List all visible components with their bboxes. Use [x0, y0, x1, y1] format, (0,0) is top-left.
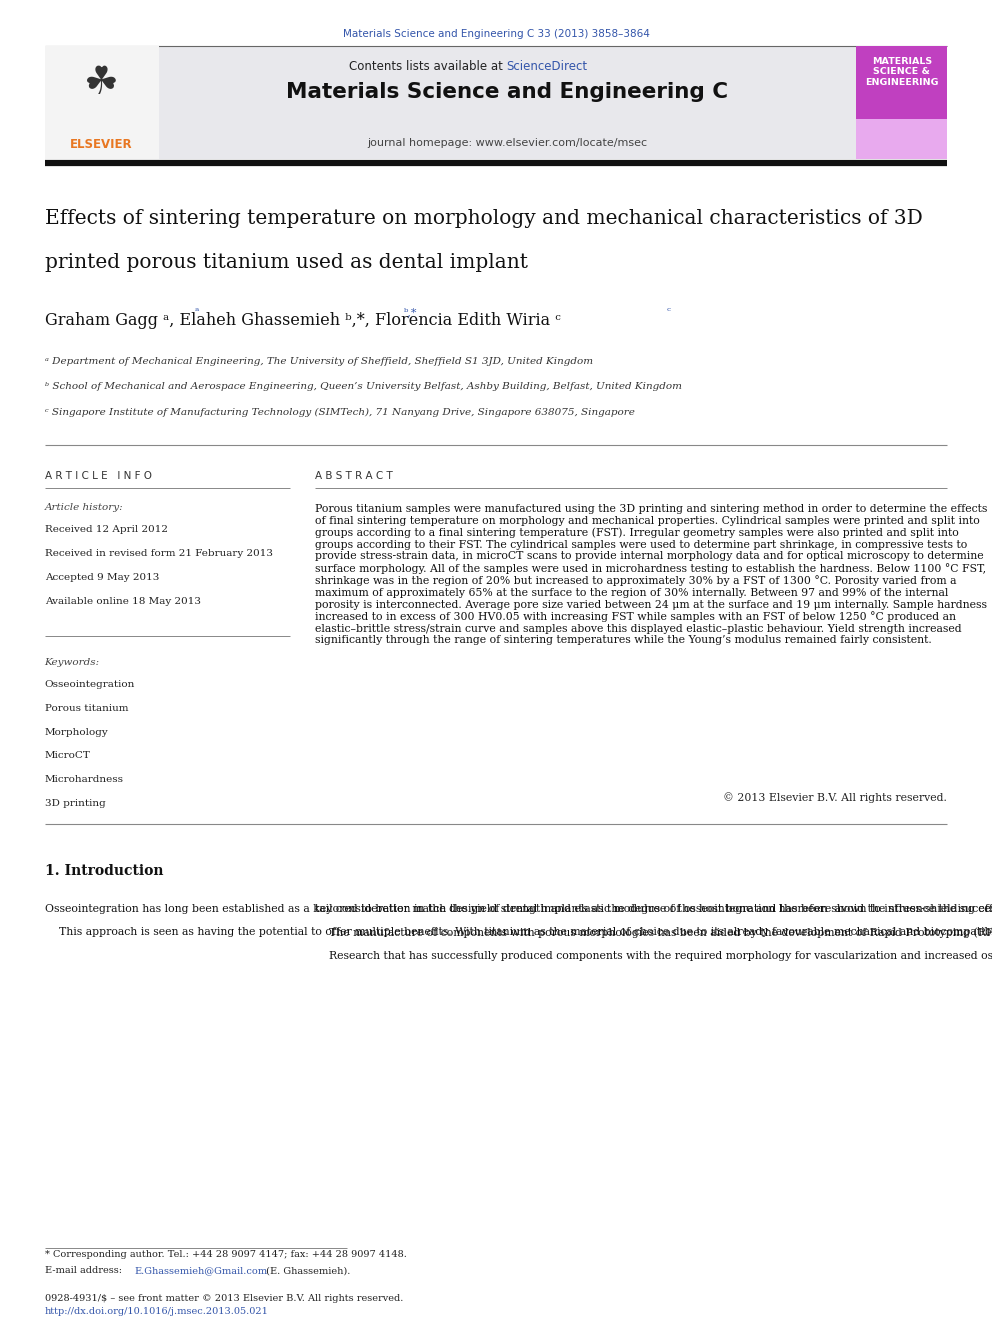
Text: ᶜ Singapore Institute of Manufacturing Technology (SIMTech), 71 Nanyang Drive, S: ᶜ Singapore Institute of Manufacturing T… — [45, 407, 635, 417]
Text: (E. Ghassemieh).: (E. Ghassemieh). — [263, 1266, 350, 1275]
Text: E.Ghassemieh@Gmail.com: E.Ghassemieh@Gmail.com — [134, 1266, 267, 1275]
Bar — [45, 46, 856, 159]
Text: Graham Gagg ᵃ, Elaheh Ghassemieh ᵇ,*, Florencia Edith Wiria ᶜ: Graham Gagg ᵃ, Elaheh Ghassemieh ᵇ,*, Fl… — [45, 312, 560, 329]
Text: ᵇ School of Mechanical and Aerospace Engineering, Queen’s University Belfast, As: ᵇ School of Mechanical and Aerospace Eng… — [45, 382, 682, 392]
Text: © 2013 Elsevier B.V. All rights reserved.: © 2013 Elsevier B.V. All rights reserved… — [723, 792, 947, 803]
Text: E-mail address:: E-mail address: — [45, 1266, 125, 1275]
Text: Available online 18 May 2013: Available online 18 May 2013 — [45, 597, 200, 606]
Bar — [856, 119, 947, 159]
Text: Materials Science and Engineering C: Materials Science and Engineering C — [287, 82, 728, 102]
Text: A R T I C L E   I N F O: A R T I C L E I N F O — [45, 471, 152, 482]
Text: printed porous titanium used as dental implant: printed porous titanium used as dental i… — [45, 253, 528, 271]
Text: http://dx.doi.org/10.1016/j.msec.2013.05.021: http://dx.doi.org/10.1016/j.msec.2013.05… — [45, 1307, 269, 1316]
Text: Microhardness: Microhardness — [45, 775, 124, 785]
Text: Materials Science and Engineering C 33 (2013) 3858–3864: Materials Science and Engineering C 33 (… — [342, 29, 650, 40]
Text: Received 12 April 2012: Received 12 April 2012 — [45, 525, 168, 534]
Bar — [856, 46, 947, 159]
Text: Received in revised form 21 February 2013: Received in revised form 21 February 201… — [45, 549, 273, 558]
Text: Contents lists available at: Contents lists available at — [349, 60, 506, 73]
Text: ᶜ: ᶜ — [666, 307, 670, 318]
Text: ☘: ☘ — [83, 64, 119, 102]
Text: MATERIALS
SCIENCE &
ENGINEERING: MATERIALS SCIENCE & ENGINEERING — [865, 57, 938, 87]
Text: Porous titanium: Porous titanium — [45, 704, 128, 713]
Text: Accepted 9 May 2013: Accepted 9 May 2013 — [45, 573, 159, 582]
Bar — [45, 46, 159, 159]
Text: tailored to better match the yield strength and elastic modulus of the host bone: tailored to better match the yield stren… — [315, 904, 992, 960]
Text: journal homepage: www.elsevier.com/locate/msec: journal homepage: www.elsevier.com/locat… — [367, 138, 648, 148]
Text: ᵃ Department of Mechanical Engineering, The University of Sheffield, Sheffield S: ᵃ Department of Mechanical Engineering, … — [45, 357, 593, 366]
Text: ELSEVIER: ELSEVIER — [69, 138, 133, 151]
Text: 1. Introduction: 1. Introduction — [45, 864, 163, 878]
Text: Porous titanium samples were manufactured using the 3D printing and sintering me: Porous titanium samples were manufacture… — [315, 504, 988, 646]
Text: Morphology: Morphology — [45, 728, 108, 737]
Text: A B S T R A C T: A B S T R A C T — [315, 471, 393, 482]
Text: Keywords:: Keywords: — [45, 658, 100, 667]
Text: Effects of sintering temperature on morphology and mechanical characteristics of: Effects of sintering temperature on morp… — [45, 209, 923, 228]
Text: Osseointegration has long been established as a key consideration in the design : Osseointegration has long been establish… — [45, 904, 992, 937]
Text: * Corresponding author. Tel.: +44 28 9097 4147; fax: +44 28 9097 4148.: * Corresponding author. Tel.: +44 28 909… — [45, 1250, 407, 1259]
Text: 0928-4931/$ – see front matter © 2013 Elsevier B.V. All rights reserved.: 0928-4931/$ – see front matter © 2013 El… — [45, 1294, 403, 1303]
Text: MicroCT: MicroCT — [45, 751, 90, 761]
Text: Article history:: Article history: — [45, 503, 123, 512]
Text: Osseointegration: Osseointegration — [45, 680, 135, 689]
Text: ᵃ: ᵃ — [194, 307, 199, 318]
Text: ᵇ,*: ᵇ,* — [404, 307, 418, 318]
Text: ScienceDirect: ScienceDirect — [506, 60, 587, 73]
Text: 3D printing: 3D printing — [45, 799, 105, 808]
